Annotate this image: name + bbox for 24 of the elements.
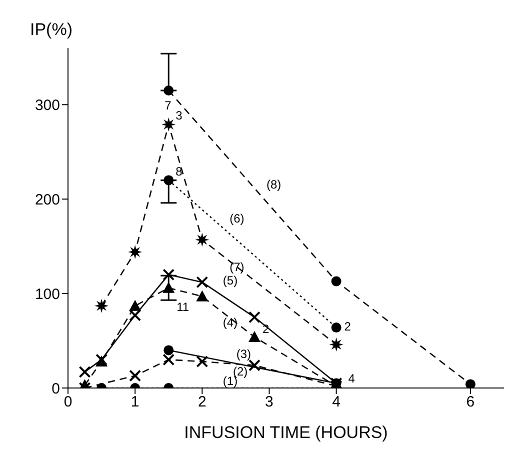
y-tick-label: 100 bbox=[34, 286, 60, 303]
series-label: (4) bbox=[222, 316, 238, 330]
y-tick-label: 0 bbox=[52, 380, 60, 398]
annotation: 3 bbox=[176, 108, 183, 123]
x-tick-label: 0 bbox=[64, 394, 72, 411]
annotation: 4 bbox=[348, 371, 356, 386]
x-tick-label: 2 bbox=[198, 394, 206, 411]
series-label: (5) bbox=[222, 274, 238, 288]
y-axis-title: IP(%) bbox=[30, 20, 72, 40]
x-tick-label: 4 bbox=[332, 394, 340, 411]
x-tick-label: 1 bbox=[130, 394, 140, 411]
series-label: (8) bbox=[266, 178, 282, 192]
x-tick-label: 6 bbox=[466, 394, 475, 411]
series-label: (3) bbox=[236, 346, 252, 361]
x-axis-title: INFUSION TIME (HOURS) bbox=[184, 423, 388, 442]
annotation: 2 bbox=[344, 320, 352, 334]
y-tick-label: 300 bbox=[34, 96, 60, 114]
series-label: (2) bbox=[232, 364, 248, 379]
series-label: (6) bbox=[230, 211, 244, 226]
annotation: 8 bbox=[176, 164, 183, 178]
y-tick-label: 200 bbox=[34, 191, 60, 208]
annotation: 7 bbox=[164, 98, 172, 113]
x-tick-label: 3 bbox=[265, 394, 274, 411]
annotation: 11 bbox=[176, 300, 190, 314]
